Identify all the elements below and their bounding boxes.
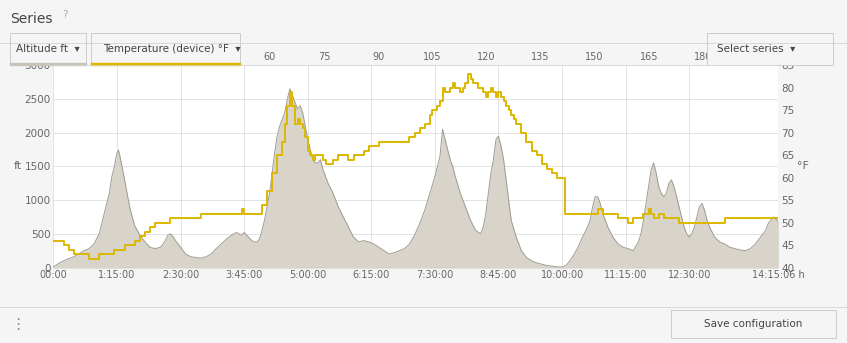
Y-axis label: ft: ft [14,161,21,172]
Text: Altitude ft  ▾: Altitude ft ▾ [16,44,80,54]
Text: Save configuration: Save configuration [704,319,803,329]
Text: ?: ? [62,10,67,20]
Text: Series: Series [10,12,53,26]
Y-axis label: °F: °F [797,161,809,172]
Bar [10,63,86,65]
Text: ⋮: ⋮ [10,317,25,332]
Text: Temperature (device) °F  ▾: Temperature (device) °F ▾ [103,44,241,54]
Text: Select series  ▾: Select series ▾ [717,44,795,54]
Bar [91,63,240,65]
